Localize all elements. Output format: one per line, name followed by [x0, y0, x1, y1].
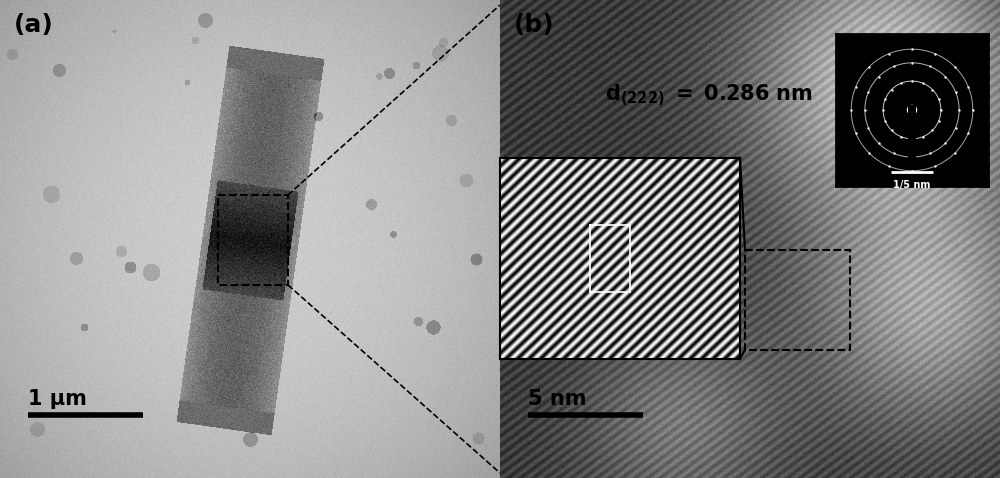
Circle shape	[907, 105, 917, 115]
Bar	[908, 105, 916, 159]
Text: 1 μm: 1 μm	[28, 389, 87, 409]
Text: (b): (b)	[514, 13, 555, 37]
Text: 5 nm: 5 nm	[528, 389, 586, 409]
Bar	[745, 250, 850, 350]
Text: (a): (a)	[14, 13, 54, 37]
Text: 1/5 nm: 1/5 nm	[893, 180, 931, 190]
Text: $\mathbf{d_{(222)}\ =\ 0.286\ nm}$: $\mathbf{d_{(222)}\ =\ 0.286\ nm}$	[605, 82, 813, 108]
Bar	[218, 195, 288, 285]
